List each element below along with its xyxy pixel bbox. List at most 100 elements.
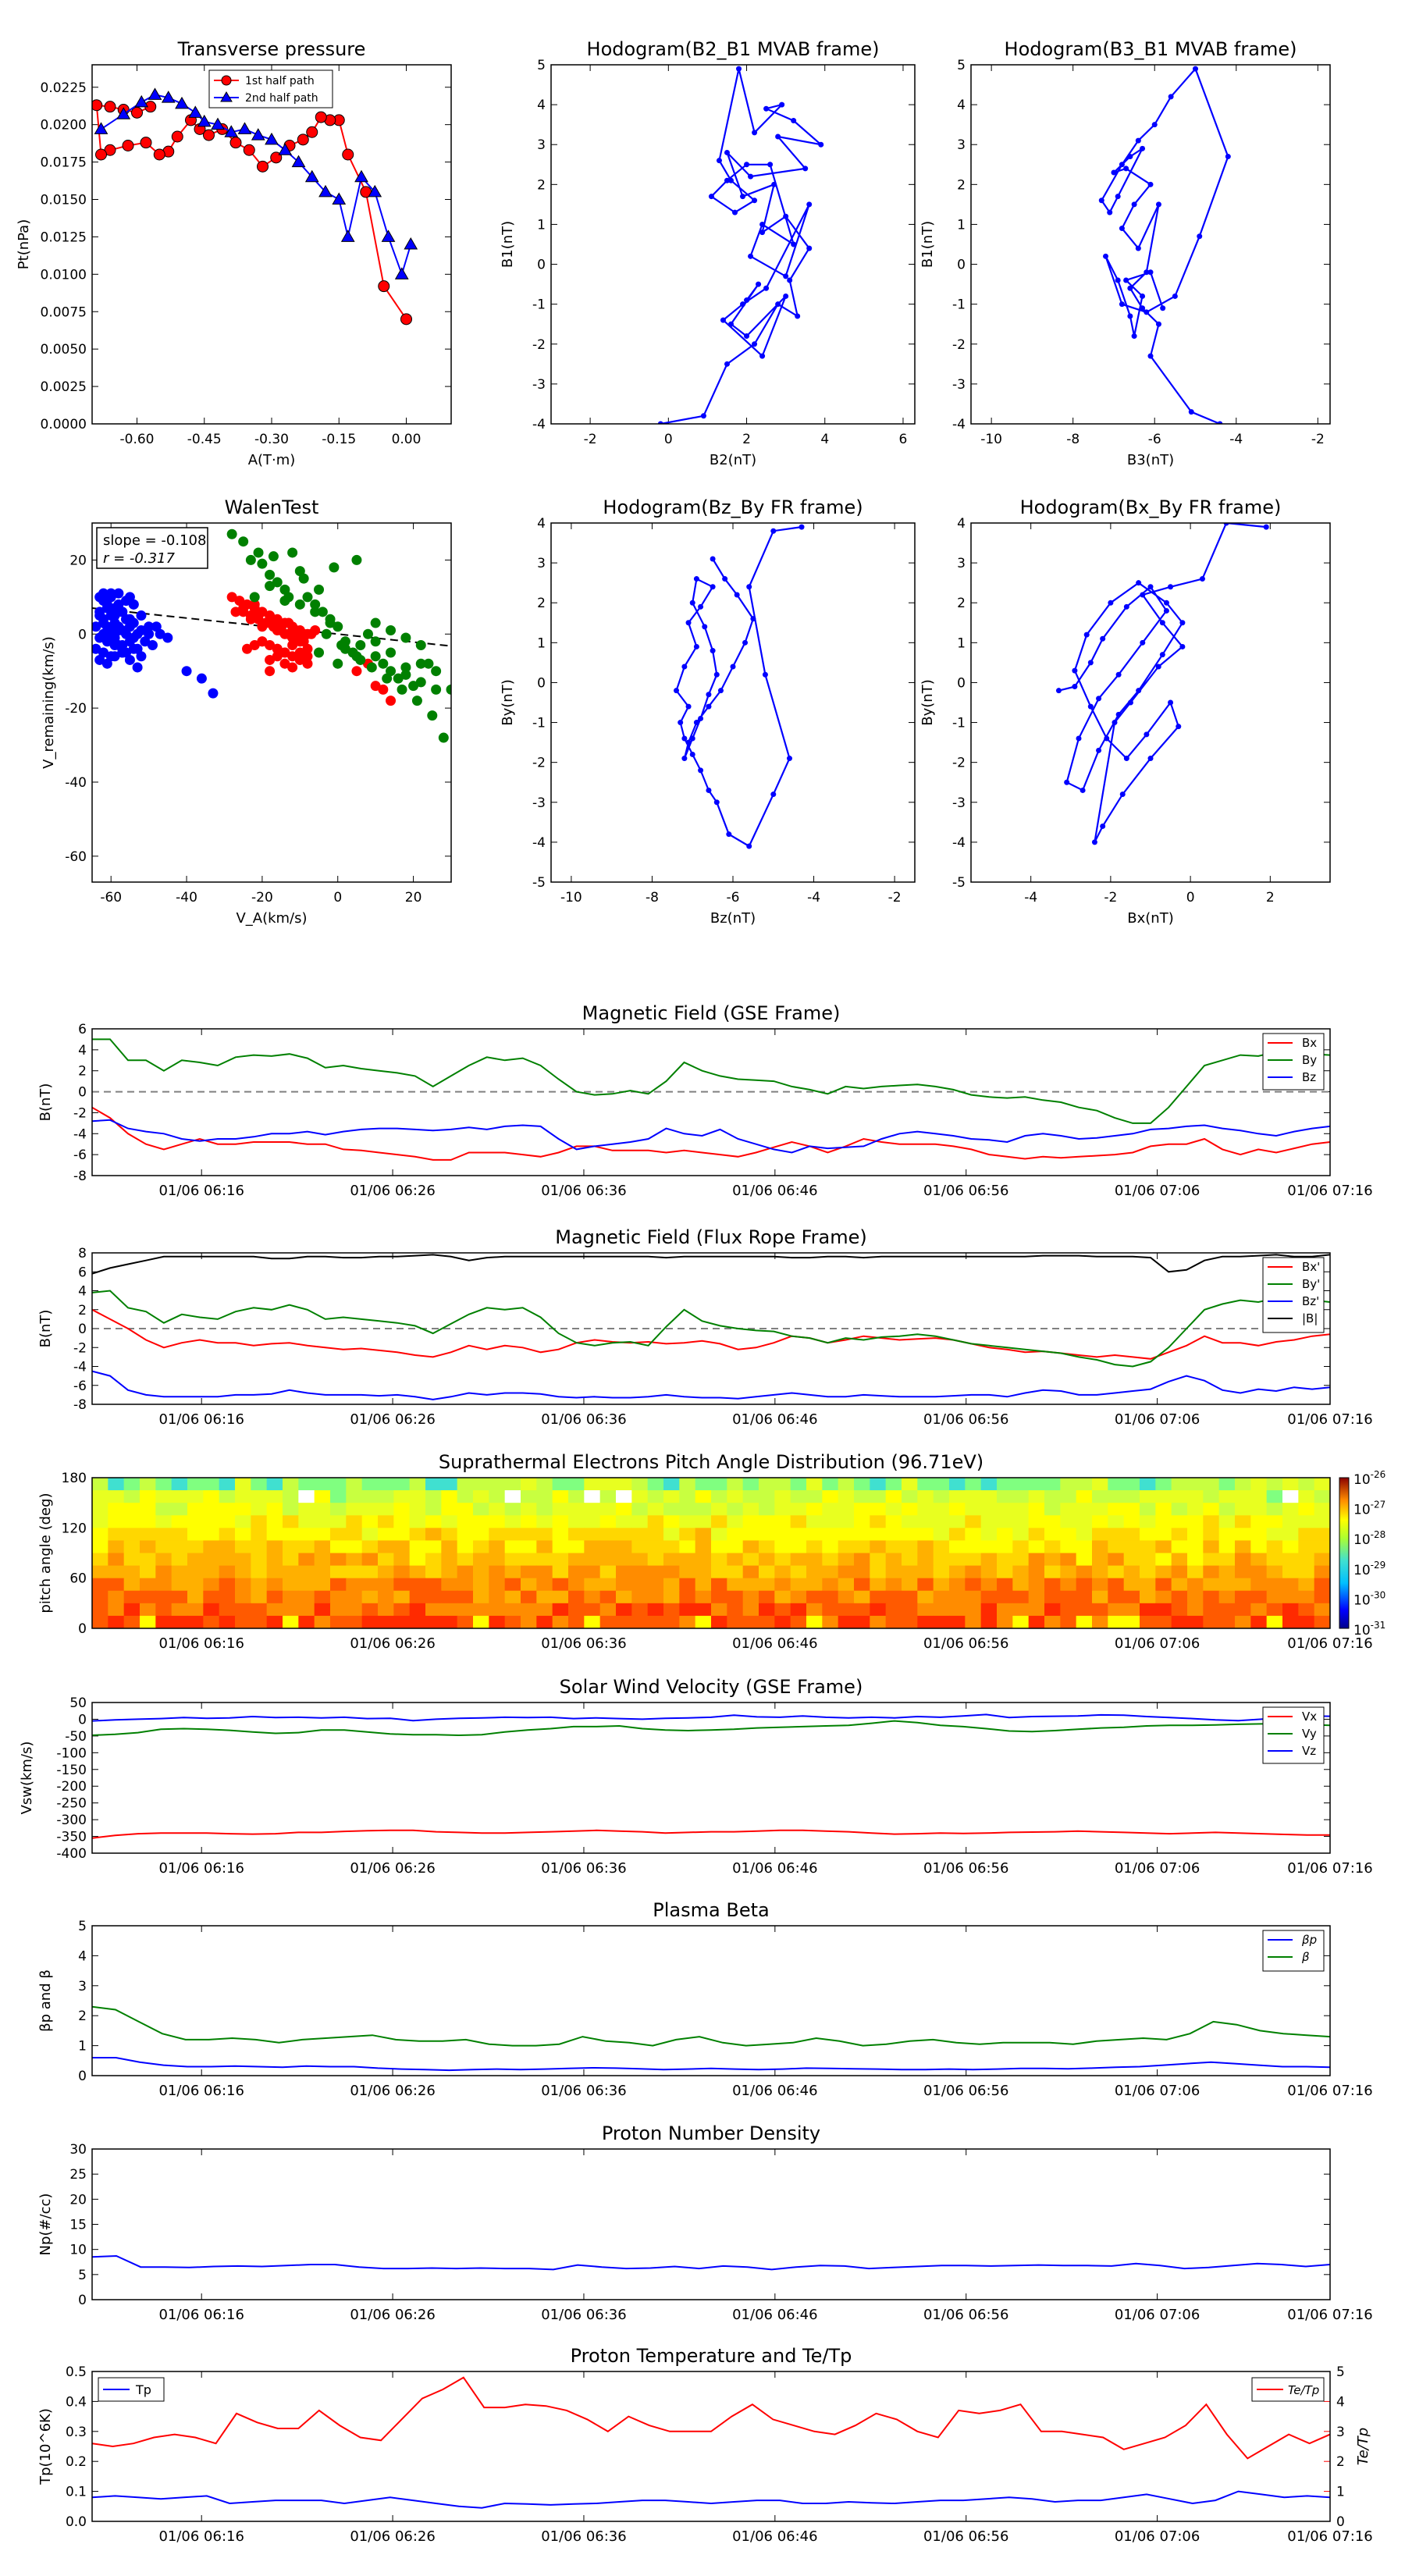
data-marker (775, 133, 781, 140)
y-tick-label: 0 (78, 1621, 87, 1637)
heatmap-cell (1108, 1528, 1125, 1542)
heatmap-cell (599, 1603, 617, 1617)
heatmap-cell (1218, 1515, 1236, 1528)
heatmap-cell (123, 1503, 140, 1516)
heatmap-cell (409, 1478, 426, 1491)
data-marker (742, 639, 749, 646)
heatmap-cell (536, 1565, 553, 1579)
heatmap-cell (838, 1478, 855, 1491)
data-marker (720, 317, 726, 323)
heatmap-cell (949, 1490, 966, 1503)
heatmap-cell (568, 1590, 585, 1604)
heatmap-cell (314, 1503, 331, 1516)
heatmap-cell (1092, 1490, 1108, 1503)
heatmap-cell (314, 1515, 331, 1528)
heatmap-cell (568, 1528, 585, 1542)
time-tick-label: 01/06 06:16 (158, 1411, 244, 1428)
heatmap-cell (1060, 1578, 1077, 1592)
data-marker (744, 162, 750, 168)
panel-hodo_b3_b1: Hodogram(B3_B1 MVAB frame)-10 -8 -6 -4 -2-4-… (919, 38, 1331, 468)
heatmap-cell (235, 1503, 251, 1516)
x-axis-label: A(T·m) (248, 452, 296, 468)
heatmap-cell (1140, 1603, 1156, 1617)
heatmap-cell (521, 1615, 537, 1628)
data-marker (104, 101, 116, 113)
heatmap-cell (219, 1528, 236, 1542)
heatmap-cell (822, 1528, 839, 1542)
y-tick-label: -4 (73, 1126, 87, 1142)
data-marker (1159, 652, 1165, 658)
heatmap-cell (251, 1503, 268, 1516)
y-axis-label: Np(#/cc) (37, 2194, 54, 2256)
heatmap-cell (1012, 1478, 1030, 1491)
data-marker (689, 735, 695, 742)
data-marker (787, 277, 793, 283)
heatmap-cell (473, 1590, 489, 1604)
data-marker (710, 584, 716, 590)
heatmap-cell (346, 1515, 363, 1528)
heatmap-cell (1203, 1490, 1220, 1503)
y-tick-label: -2 (952, 337, 966, 353)
y-axis-label: B(nT) (37, 1083, 54, 1122)
heatmap-cell (1060, 1490, 1077, 1503)
time-tick-label: 01/06 07:16 (1287, 1635, 1372, 1652)
heatmap-cell (425, 1490, 442, 1503)
heatmap-cell (409, 1590, 426, 1604)
heatmap-cell (92, 1603, 108, 1617)
time-tick-label: 01/06 06:26 (350, 1411, 435, 1428)
heatmap-cell (219, 1578, 236, 1592)
series-line (92, 1119, 1330, 1154)
time-tick-label: 01/06 06:56 (923, 1183, 1008, 1199)
heatmap-cell (552, 1578, 569, 1592)
heatmap-cell (1282, 1578, 1299, 1592)
y-tick-label: 2 (537, 596, 546, 611)
heatmap-cell (473, 1578, 489, 1592)
heatmap-cell (1187, 1490, 1204, 1503)
y-tick-label: 6 (78, 1022, 87, 1037)
y-tick-label: 0.4 (66, 2394, 87, 2410)
heatmap-cell (1108, 1503, 1125, 1516)
heatmap-cell (1044, 1603, 1061, 1617)
plot-frame (550, 522, 916, 883)
y-tick-label: -3 (952, 795, 966, 811)
y-tick-label: 4 (78, 1948, 87, 1964)
data-marker (779, 101, 785, 108)
heatmap-cell (521, 1540, 537, 1554)
heatmap-cell (695, 1565, 712, 1579)
heatmap-cell (393, 1565, 411, 1579)
heatmap-cell (1123, 1553, 1140, 1567)
heatmap-cell (902, 1540, 918, 1554)
y-tick-label: 120 (62, 1521, 87, 1536)
scatter-point (245, 554, 256, 565)
data-marker (1168, 699, 1174, 706)
heatmap-cell (266, 1540, 283, 1554)
heatmap-cell (1171, 1540, 1188, 1554)
heatmap-cell (171, 1540, 188, 1554)
data-marker (791, 118, 797, 124)
data-marker (693, 643, 699, 649)
heatmap-cell (790, 1528, 807, 1542)
heatmap-cell (409, 1565, 426, 1579)
heatmap-cell (283, 1515, 299, 1528)
heatmap-cell (1218, 1503, 1236, 1516)
heatmap-cell (92, 1590, 108, 1604)
heatmap-cell (1076, 1528, 1093, 1542)
data-marker (237, 122, 252, 134)
plot-area (92, 87, 418, 326)
heatmap-cell (457, 1615, 474, 1628)
heatmap-cell (473, 1553, 489, 1567)
heatmap-cell (902, 1490, 918, 1503)
x-tick-label: -2 (1311, 432, 1325, 447)
heatmap-cell (187, 1590, 204, 1604)
heatmap-cell (521, 1578, 537, 1592)
y-tick-label: 0 (78, 627, 87, 642)
heatmap-cell (933, 1615, 950, 1628)
heatmap-cell (980, 1615, 998, 1628)
heatmap-cell (1282, 1540, 1299, 1554)
heatmap-cell (902, 1503, 918, 1516)
heatmap-cell (330, 1515, 347, 1528)
chart-title: Proton Temperature and Te/Tp (571, 2345, 852, 2367)
heatmap-cell (346, 1590, 363, 1604)
heatmap-cell (536, 1515, 553, 1528)
heatmap-cell (536, 1590, 553, 1604)
